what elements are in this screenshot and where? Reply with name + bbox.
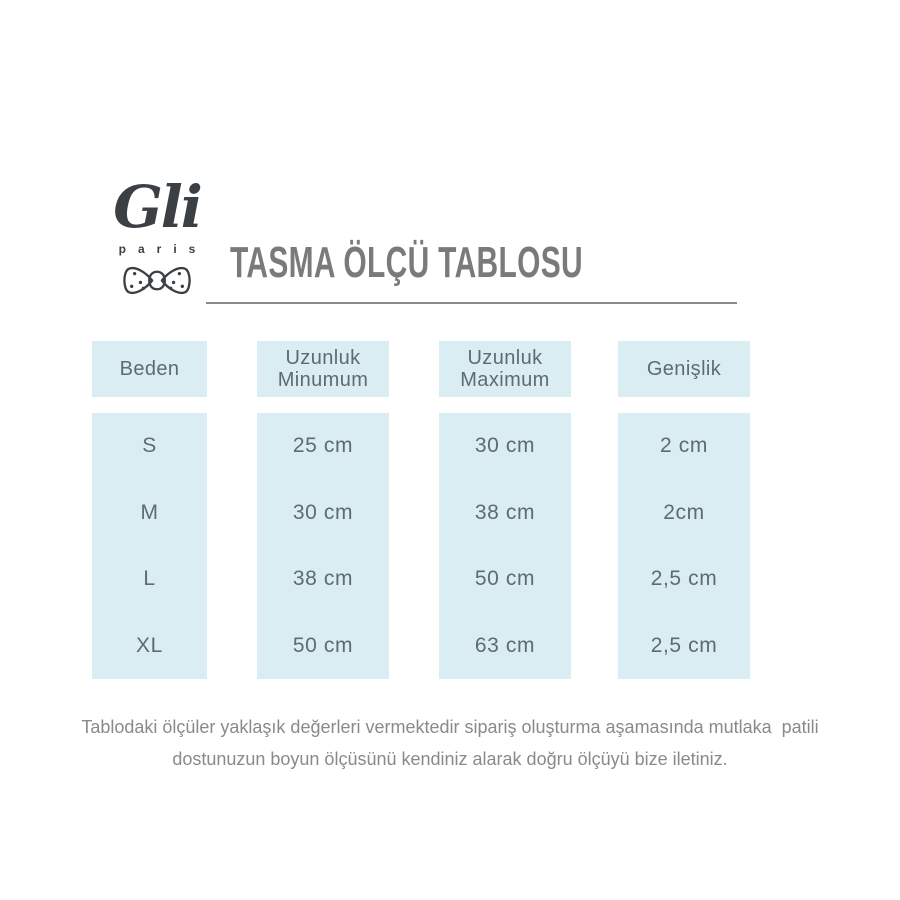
column-header-label: Maximum — [460, 369, 550, 391]
title-underline — [206, 302, 737, 304]
max-length-cell: 63 cm — [474, 633, 536, 657]
min-length-cell: 25 cm — [292, 434, 354, 458]
width-cell: 2,5 cm — [650, 633, 718, 657]
column-header-uzunluk-minumum: Uzunluk Minumum — [257, 341, 389, 397]
width-cell: 2 cm — [660, 434, 708, 458]
bow-tie-icon — [123, 266, 191, 294]
column-header-label: Uzunluk — [285, 347, 361, 369]
brand-name: Gli — [113, 173, 203, 241]
column-header-genislik: Genişlik — [618, 341, 750, 397]
size-cell: S — [142, 434, 157, 458]
min-length-cell: 50 cm — [292, 633, 354, 657]
column-header-uzunluk-maximum: Uzunluk Maximum — [439, 341, 571, 397]
disclaimer-line-1: Tablodaki ölçüler yaklaşık değerleri ver… — [81, 717, 819, 737]
column-header-label: Uzunluk — [467, 347, 543, 369]
page-title: TASMA ÖLÇÜ TABLOSU — [230, 238, 583, 287]
min-length-cell: 38 cm — [292, 567, 354, 591]
min-length-cell: 30 cm — [292, 500, 354, 524]
max-length-cell: 50 cm — [474, 567, 536, 591]
max-length-cell: 38 cm — [474, 500, 536, 524]
column-header-label: Beden — [119, 358, 180, 380]
brand-logo: Gli paris — [98, 174, 216, 306]
disclaimer-line-2: dostunuzun boyun ölçüsünü kendiniz alara… — [172, 749, 728, 769]
brand-subtitle: paris — [118, 241, 208, 256]
table-column-beden: S M L XL — [92, 413, 207, 679]
table-column-uzunluk-maximum: 30 cm 38 cm 50 cm 63 cm — [439, 413, 571, 679]
size-cell: XL — [136, 633, 163, 657]
column-header-label: Genişlik — [646, 358, 722, 380]
disclaimer-note: Tablodaki ölçüler yaklaşık değerleri ver… — [0, 711, 900, 775]
column-header-beden: Beden — [92, 341, 207, 397]
table-column-uzunluk-minumum: 25 cm 30 cm 38 cm 50 cm — [257, 413, 389, 679]
width-cell: 2,5 cm — [650, 567, 718, 591]
column-header-label: Minumum — [277, 369, 369, 391]
width-cell: 2cm — [663, 500, 705, 524]
table-column-genislik: 2 cm 2cm 2,5 cm 2,5 cm — [618, 413, 750, 679]
max-length-cell: 30 cm — [474, 434, 536, 458]
size-cell: L — [143, 567, 156, 591]
size-cell: M — [140, 500, 159, 524]
